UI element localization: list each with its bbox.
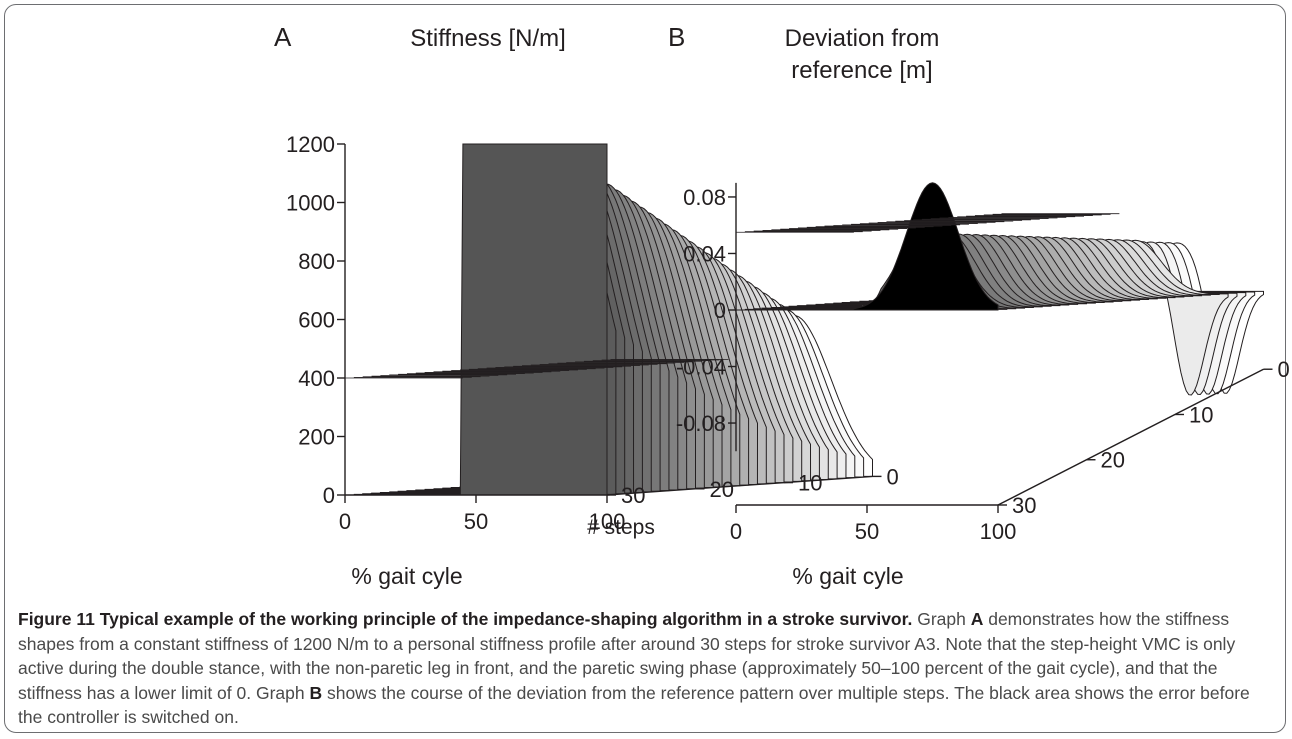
caption-text-1: Graph (912, 609, 971, 629)
caption-bold-a: A (970, 609, 984, 629)
panel-b-surface (736, 182, 1264, 396)
panel-a-label: A (274, 22, 292, 52)
panel-a-x-tick-label-1: 50 (464, 509, 488, 534)
panel-a-z-tick-label-1: 200 (298, 425, 335, 450)
panel-b-x-tick-label-1: 50 (855, 519, 879, 544)
panel-a-x-tick-label-0: 0 (339, 509, 351, 534)
panel-a-y-tick-label-3: 30 (621, 483, 645, 508)
panel-a-z-tick-label-5: 1000 (286, 191, 335, 216)
panel-a-z-tick-label-0: 0 (323, 483, 335, 508)
panel-a-y-axis-label: # steps (587, 516, 655, 539)
panel-b-x-tick-label-0: 0 (730, 519, 742, 544)
panel-b-x-tick-label-2: 100 (980, 519, 1017, 544)
panel-b-z-tick-label-2: 0 (714, 298, 726, 323)
panel-a-step-ribbon-0 (345, 143, 608, 496)
panel-a-title: Stiffness [N/m] (410, 25, 566, 52)
panel-b-y-tick-label-1: 10 (1189, 402, 1213, 427)
panel-b-z-tick-label-4: 0.08 (683, 185, 726, 210)
panel-b-y-axis-line (997, 368, 1264, 506)
panel-a-z-tick-label-3: 600 (298, 308, 335, 333)
panel-b-y-tick-label-2: 20 (1101, 448, 1125, 473)
panel-b-y-tick-label-0: 0 (1278, 357, 1290, 382)
panel-a-y-tick-label-1: 10 (798, 471, 822, 496)
panel-a-x-axis-label: % gait cyle (351, 563, 462, 589)
panel-b-z-tick-label-3: 0.04 (683, 241, 726, 266)
panel-b-y-tick-label-3: 30 (1012, 493, 1036, 518)
panel-b-step-ribbon-0 (736, 182, 999, 311)
panel-a-y-tick-label-2: 20 (710, 477, 734, 502)
panel-b-z-tick-label-0: -0.08 (676, 411, 726, 436)
figure-frame (4, 4, 1286, 733)
panel-a-y-tick-label-0: 0 (887, 464, 899, 489)
panel-b-z-tick-label-1: -0.04 (676, 355, 726, 380)
panel-a-surface (345, 143, 873, 496)
caption-text-3: shows the course of the deviation from t… (18, 682, 1250, 728)
panel-b-x-axis-label: % gait cyle (792, 563, 903, 589)
caption-bold-b: B (309, 682, 323, 703)
panel-a-y-axis-line (606, 475, 873, 496)
panel-a-z-tick-label-6: 1200 (286, 132, 335, 157)
caption-text-2: demonstrates how the stiffness shapes fr… (18, 609, 1236, 703)
panel-a-z-tick-label-4: 800 (298, 249, 335, 274)
panel-a-z-tick-label-2: 400 (298, 366, 335, 391)
panel-b-label: B (668, 22, 685, 52)
figure-caption: Figure 11 Typical example of the working… (18, 607, 1273, 730)
panel-a-stiffness-plot: A Stiffness [N/m] 0200400600800100012000… (274, 22, 899, 589)
figure-plots: A Stiffness [N/m] 0200400600800100012000… (274, 22, 1290, 589)
panel-b-deviation-plot: B Deviation from reference [m] -0.08 -0.0… (668, 22, 1290, 589)
panel-b-title-line-1: Deviation from (785, 25, 940, 52)
panel-a-x-tick-label-2: 100 (589, 509, 626, 534)
panel-b-title-line-2: reference [m] (791, 57, 932, 84)
caption-heading: Figure 11 Typical example of the working… (18, 609, 913, 629)
